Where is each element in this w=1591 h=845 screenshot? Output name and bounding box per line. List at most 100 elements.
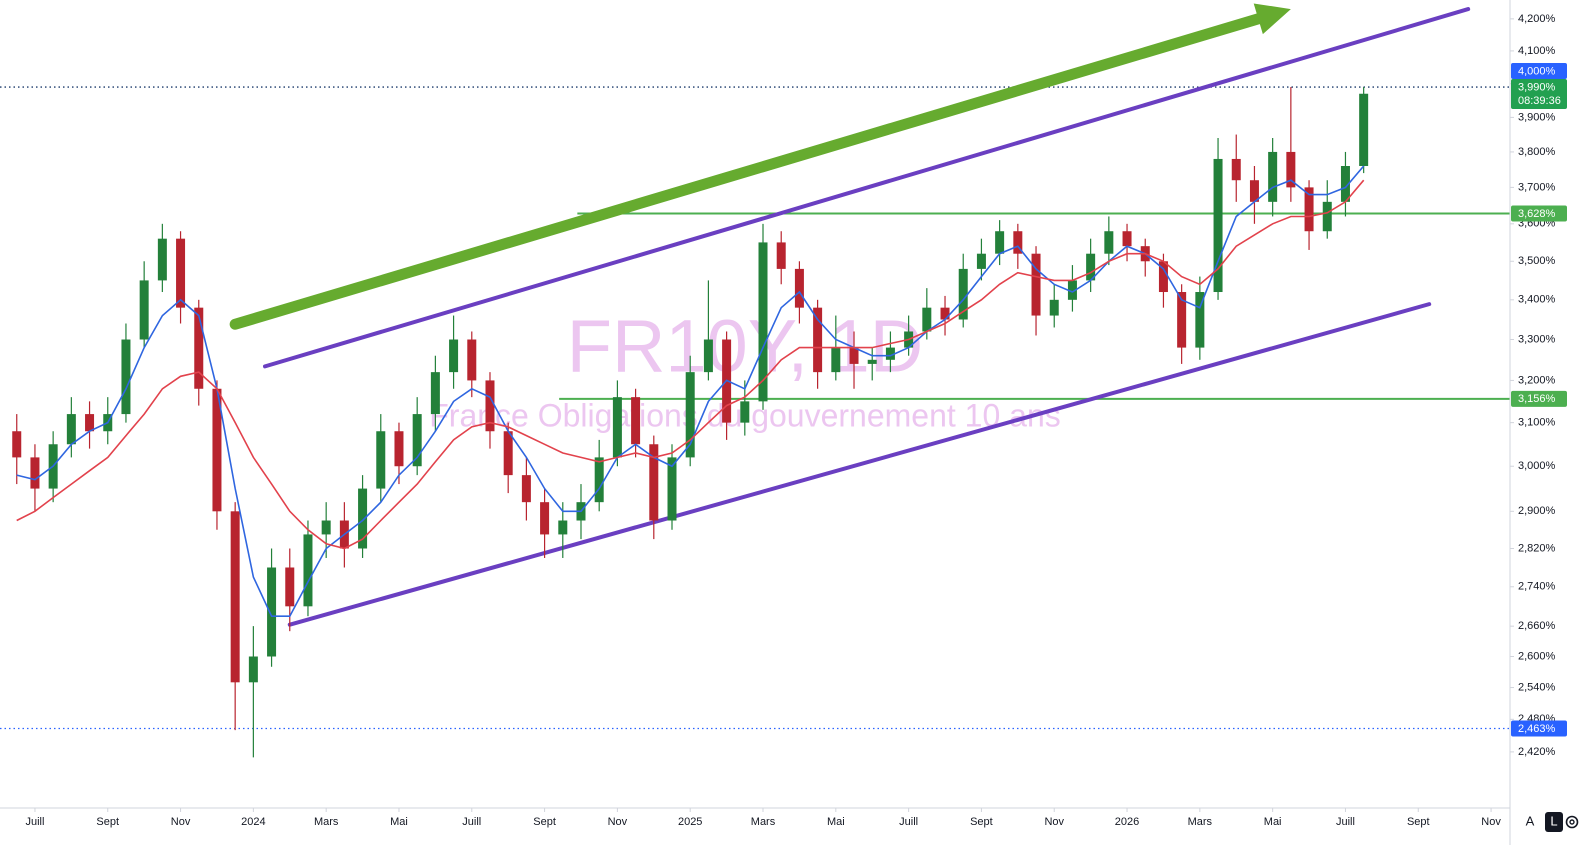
x-tick-label: Sept [970,816,993,828]
y-tick-label: 2,420% [1518,746,1556,758]
y-tick-label: 2,660% [1518,620,1556,632]
price-label-time: 08:39:36 [1518,95,1561,107]
candle-body [521,475,531,503]
y-tick-label: 3,300% [1518,333,1556,345]
x-tick-label: Juill [462,816,481,828]
candle-body [267,567,277,657]
trendline [263,7,1471,369]
x-tick-label: Juill [1336,816,1355,828]
plot-area [0,3,1510,758]
candle-body [194,307,204,389]
candle-body [558,520,568,535]
y-tick-label: 2,600% [1518,650,1556,662]
candle-body [303,534,313,607]
y-tick-label: 3,400% [1518,294,1556,306]
candle-body [176,238,186,308]
x-tick-label: Mai [1264,816,1282,828]
x-tick-label: Mars [314,816,339,828]
candle-body [376,431,386,489]
candle-body [321,520,331,535]
candle-body [631,397,641,445]
candle-body [922,307,932,332]
x-tick-label: Mars [751,816,776,828]
y-tick-label: 3,000% [1518,460,1556,472]
candle-body [540,502,550,535]
candle-body [976,253,986,269]
price-label: 3,628% [1518,208,1556,220]
candle-body [612,397,622,458]
candle-body [794,268,804,308]
candle-body [1322,201,1332,232]
candle-body [30,457,40,489]
log-scale-button[interactable]: L [1550,813,1557,828]
candle-body [1013,231,1023,254]
candle-body [776,242,786,269]
candle-body [1268,151,1278,202]
settings-icon-center [1569,819,1575,825]
x-tick-label: Sept [1407,816,1430,828]
price-label: 3,990% [1518,81,1556,93]
y-tick-label: 3,200% [1518,374,1556,386]
x-tick-label: Nov [608,816,628,828]
candle-body [285,567,295,607]
candle-body [594,457,604,503]
candle-body [1067,280,1077,300]
y-tick-label: 2,820% [1518,542,1556,554]
price-label-box [1511,63,1567,80]
trendline [287,302,1432,627]
price-label: 3,156% [1518,393,1556,405]
candle-body [1304,187,1314,232]
moving-average [16,179,1365,550]
x-tick-label: 2025 [678,816,702,828]
y-tick-label: 3,500% [1518,255,1556,267]
candle-body [412,414,422,467]
y-tick-label: 3,700% [1518,181,1556,193]
x-tick-label: Juill [25,816,44,828]
settings-button[interactable] [1565,815,1579,829]
candle-body [394,431,404,467]
candle-body [1122,231,1132,247]
candle-body [248,656,258,683]
settings-icon [1565,815,1579,829]
arrow-shaft [229,13,1264,330]
moving-average [16,165,1365,617]
candle-body [1104,231,1114,254]
candle-body [157,238,167,281]
candle-body [139,280,149,340]
candle-body [212,388,222,512]
controls: A L [1526,812,1579,832]
candle-body [1359,93,1369,167]
x-tick-label: Mars [1188,816,1213,828]
candle-body [1177,292,1187,348]
candle-body [121,339,131,415]
candle-body [740,401,750,423]
candle-body [1231,158,1241,181]
x-tick-label: Nov [1481,816,1501,828]
x-tick-label: Mai [390,816,408,828]
y-tick-label: 2,540% [1518,681,1556,693]
candle-body [503,431,513,476]
price-label: 2,463% [1518,723,1556,735]
candle-body [1049,299,1059,316]
price-label-box [1511,79,1567,110]
candle-body [230,511,240,683]
y-tick-label: 3,100% [1518,417,1556,429]
price-label-box [1511,720,1567,737]
candle-body [1031,253,1041,316]
candle-body [430,372,440,415]
auto-scale-button[interactable]: A [1526,813,1535,828]
candle-body [831,347,841,373]
candle-body [685,372,695,458]
candle-body [12,431,22,458]
price-label-box [1511,205,1567,222]
log-scale-button-bg[interactable] [1545,812,1563,832]
candle-body [758,242,768,402]
candle-body [85,414,95,432]
watermark-title: FR10Y, 1D [567,305,924,388]
y-tick-label: 3,800% [1518,146,1556,158]
candle-body [867,359,877,364]
